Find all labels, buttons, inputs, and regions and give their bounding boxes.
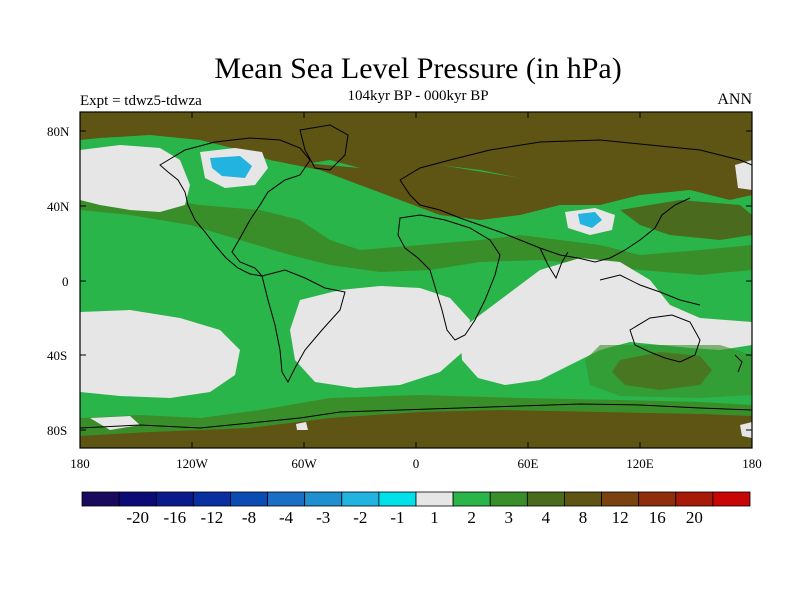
lat-label-80n: 80N bbox=[47, 124, 70, 139]
colorbar-swatch bbox=[155, 491, 194, 507]
colorbar-label: 1 bbox=[430, 508, 439, 527]
field-spacific-light bbox=[80, 310, 240, 398]
colorbar-swatch bbox=[118, 491, 157, 507]
field-hudson-cyan bbox=[210, 156, 252, 178]
lon-ticks bbox=[79, 112, 641, 448]
field-pacific-olive bbox=[620, 200, 752, 240]
chart-title: Mean Sea Level Pressure (in hPa) bbox=[214, 52, 622, 85]
colorbar-label: 20 bbox=[686, 508, 703, 527]
colorbar-label: -4 bbox=[279, 508, 294, 527]
lon-label-60e: 60E bbox=[518, 456, 539, 471]
field-south-green bbox=[80, 395, 752, 436]
map-field bbox=[80, 112, 752, 448]
field-indian-light bbox=[460, 258, 752, 385]
colorbar-label: -12 bbox=[201, 508, 224, 527]
coastlines bbox=[80, 124, 752, 429]
colorbar-swatch bbox=[378, 491, 417, 507]
colorbar-label: 12 bbox=[612, 508, 629, 527]
colorbar-swatch bbox=[192, 491, 231, 507]
colorbar-label: -2 bbox=[353, 508, 367, 527]
lat-label-80s: 80S bbox=[47, 423, 67, 438]
field-antarctic-light-3 bbox=[296, 422, 308, 430]
lat-label-40s: 40S bbox=[47, 348, 67, 363]
field-north-brown bbox=[80, 112, 752, 178]
season-label: ANN bbox=[717, 91, 752, 108]
field-sepacific-green bbox=[585, 345, 752, 398]
experiment-label: Expt = tdwz5-tdwza bbox=[80, 93, 202, 109]
colorbar-swatch bbox=[675, 491, 714, 507]
lat-label-0: 0 bbox=[62, 274, 69, 289]
colorbar-label: -16 bbox=[163, 508, 186, 527]
lon-label-120e: 120E bbox=[626, 456, 654, 471]
colorbar-swatch bbox=[415, 491, 454, 507]
colorbar-label: -1 bbox=[390, 508, 404, 527]
colorbar-swatch bbox=[230, 491, 268, 507]
colorbar-swatch bbox=[267, 491, 306, 507]
colorbar-swatch bbox=[638, 491, 677, 507]
colorbar-swatch bbox=[712, 491, 751, 507]
colorbar-label: 3 bbox=[505, 508, 514, 527]
field-tibet-cyan bbox=[578, 212, 602, 228]
field-eurasia-brown bbox=[270, 150, 752, 220]
lat-ticks bbox=[80, 130, 752, 431]
colorbar-label: 16 bbox=[649, 508, 666, 527]
lon-label-180e: 180 bbox=[742, 456, 762, 471]
colorbar-swatch bbox=[81, 491, 120, 507]
field-npacific-east-light bbox=[735, 160, 752, 190]
field-npacific-light bbox=[80, 145, 190, 212]
colorbar-label: 2 bbox=[467, 508, 476, 527]
lon-label-180w: 180 bbox=[70, 456, 90, 471]
chart-subtitle: 104kyr BP - 000kyr BP bbox=[347, 88, 489, 104]
colorbar-swatch bbox=[601, 491, 640, 507]
field-satlantic-light bbox=[290, 286, 470, 388]
colorbar-label: -3 bbox=[316, 508, 330, 527]
colorbar-swatch bbox=[489, 491, 528, 507]
field-midlat-green bbox=[80, 190, 752, 275]
colorbar-label: -20 bbox=[126, 508, 149, 527]
colorbar-swatch bbox=[341, 491, 380, 507]
lon-label-0: 0 bbox=[413, 456, 420, 471]
colorbar: -20 -16 -12 -8 -4 -3 -2 -1 1 2 3 4 8 12 16 20 bbox=[81, 491, 751, 527]
colorbar-swatch bbox=[526, 491, 565, 507]
colorbar-label: 8 bbox=[579, 508, 588, 527]
colorbar-label: 4 bbox=[542, 508, 551, 527]
colorbar-swatch bbox=[304, 491, 343, 507]
colorbar-swatch bbox=[452, 491, 491, 507]
lon-label-120w: 120W bbox=[176, 456, 209, 471]
lon-label-60w: 60W bbox=[291, 456, 317, 471]
field-south-brown bbox=[80, 402, 752, 448]
field-antarctic-light-1 bbox=[90, 416, 140, 430]
colorbar-label: -8 bbox=[242, 508, 256, 527]
lat-label-40n: 40N bbox=[47, 199, 70, 214]
colorbar-swatch bbox=[564, 491, 602, 507]
